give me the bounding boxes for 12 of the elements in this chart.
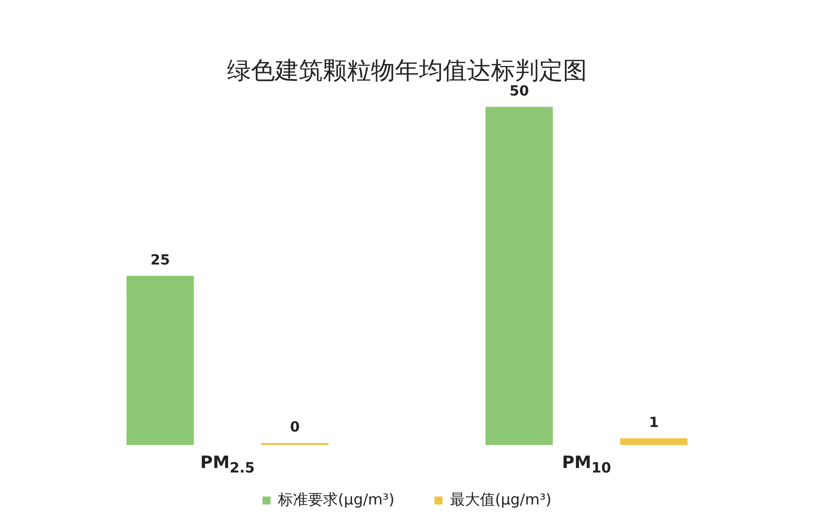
- x-tick-label: PM$_{10}$: [560, 453, 612, 476]
- legend-label: 标准要求(μg/m³): [277, 490, 395, 508]
- data-label: 25: [150, 252, 170, 269]
- data-label: 1: [648, 414, 659, 431]
- data-label: 0: [290, 420, 300, 436]
- chart-title: 绿色建筑颗粒物年均值达标判定图: [227, 56, 587, 85]
- bar: [620, 438, 688, 445]
- bar: [126, 276, 194, 445]
- legend-label: 最大值(μg/m³): [450, 490, 552, 508]
- x-tick-label: PM$_{2.5}$: [199, 453, 256, 476]
- bar: [486, 106, 553, 445]
- data-label: 50: [509, 83, 530, 100]
